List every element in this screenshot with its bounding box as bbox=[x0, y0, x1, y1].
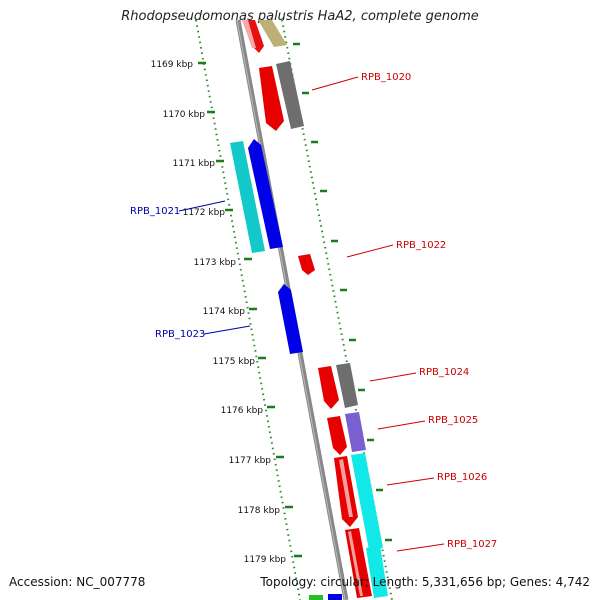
leader-line bbox=[386, 477, 435, 486]
gene-feature[interactable] bbox=[242, 20, 256, 48]
gene-label-rpb1027[interactable]: RPB_1027 bbox=[447, 539, 497, 550]
gene-label-rpb1020[interactable]: RPB_1020 bbox=[361, 72, 411, 83]
tick-label: 1175 kbp bbox=[213, 357, 256, 367]
gene-labels: RPB_1020 RPB_1021 RPB_1022 RPB_1023 RPB_… bbox=[130, 72, 497, 550]
gene-feature[interactable] bbox=[248, 139, 283, 249]
gene-label-rpb1025[interactable]: RPB_1025 bbox=[428, 415, 478, 426]
inner-ring-ticks bbox=[293, 42, 392, 542]
leader-line bbox=[346, 244, 394, 258]
gene-feature[interactable] bbox=[348, 531, 363, 596]
gene-feature-rpb1021[interactable] bbox=[230, 141, 265, 253]
gene-feature[interactable] bbox=[339, 459, 353, 517]
gene-feature-rpb1022[interactable] bbox=[298, 254, 315, 275]
accession-text: Accession: NC_007778 bbox=[9, 575, 146, 589]
leader-line bbox=[377, 420, 426, 430]
gene-feature[interactable] bbox=[345, 412, 366, 452]
gene-label-rpb1026[interactable]: RPB_1026 bbox=[437, 472, 487, 483]
tick-label: 1176 kbp bbox=[221, 406, 264, 416]
gene-feature[interactable] bbox=[351, 453, 383, 550]
leader-line bbox=[311, 76, 359, 91]
tick-label: 1173 kbp bbox=[194, 258, 237, 268]
tick-label: 1178 kbp bbox=[238, 506, 281, 516]
gene-features bbox=[230, 20, 388, 600]
label-leaders bbox=[178, 76, 445, 552]
leader-line bbox=[396, 543, 445, 552]
tick-label: 1169 kbp bbox=[151, 60, 194, 70]
gene-feature-rpb1025[interactable] bbox=[327, 416, 347, 455]
gene-feature[interactable] bbox=[276, 61, 304, 129]
tick-label: 1174 kbp bbox=[203, 307, 246, 317]
gene-feature[interactable] bbox=[336, 363, 358, 408]
tick-label: 1170 kbp bbox=[163, 110, 206, 120]
tick-label: 1179 kbp bbox=[244, 555, 287, 565]
tick-label: 1171 kbp bbox=[173, 159, 216, 169]
genome-summary-text: Topology: circular; Length: 5,331,656 bp… bbox=[260, 575, 590, 589]
genome-title: Rhodopseudomonas palustris HaA2, complet… bbox=[121, 9, 479, 24]
gene-feature[interactable] bbox=[366, 545, 388, 598]
gene-feature-rpb1023[interactable] bbox=[278, 284, 303, 354]
gene-label-rpb1021[interactable]: RPB_1021 bbox=[130, 206, 180, 217]
tick-label: 1172 kbp bbox=[183, 208, 226, 218]
gene-label-rpb1024[interactable]: RPB_1024 bbox=[419, 367, 469, 378]
gene-label-rpb1022[interactable]: RPB_1022 bbox=[396, 240, 446, 251]
gene-feature[interactable] bbox=[258, 20, 287, 47]
ruler-ticks bbox=[198, 61, 302, 558]
leader-line bbox=[369, 372, 417, 382]
gene-feature-rpb1024[interactable] bbox=[318, 366, 339, 409]
leader-line bbox=[203, 325, 251, 335]
ruler-tick-labels: 1169 kbp 1170 kbp 1171 kbp 1172 kbp 1173… bbox=[151, 60, 287, 565]
tick-label: 1177 kbp bbox=[229, 456, 272, 466]
gene-feature[interactable] bbox=[328, 594, 342, 600]
gene-feature[interactable] bbox=[309, 595, 323, 600]
gene-feature-rpb1020[interactable] bbox=[259, 66, 284, 131]
gene-label-rpb1023[interactable]: RPB_1023 bbox=[155, 329, 205, 340]
leader-line bbox=[178, 200, 226, 212]
